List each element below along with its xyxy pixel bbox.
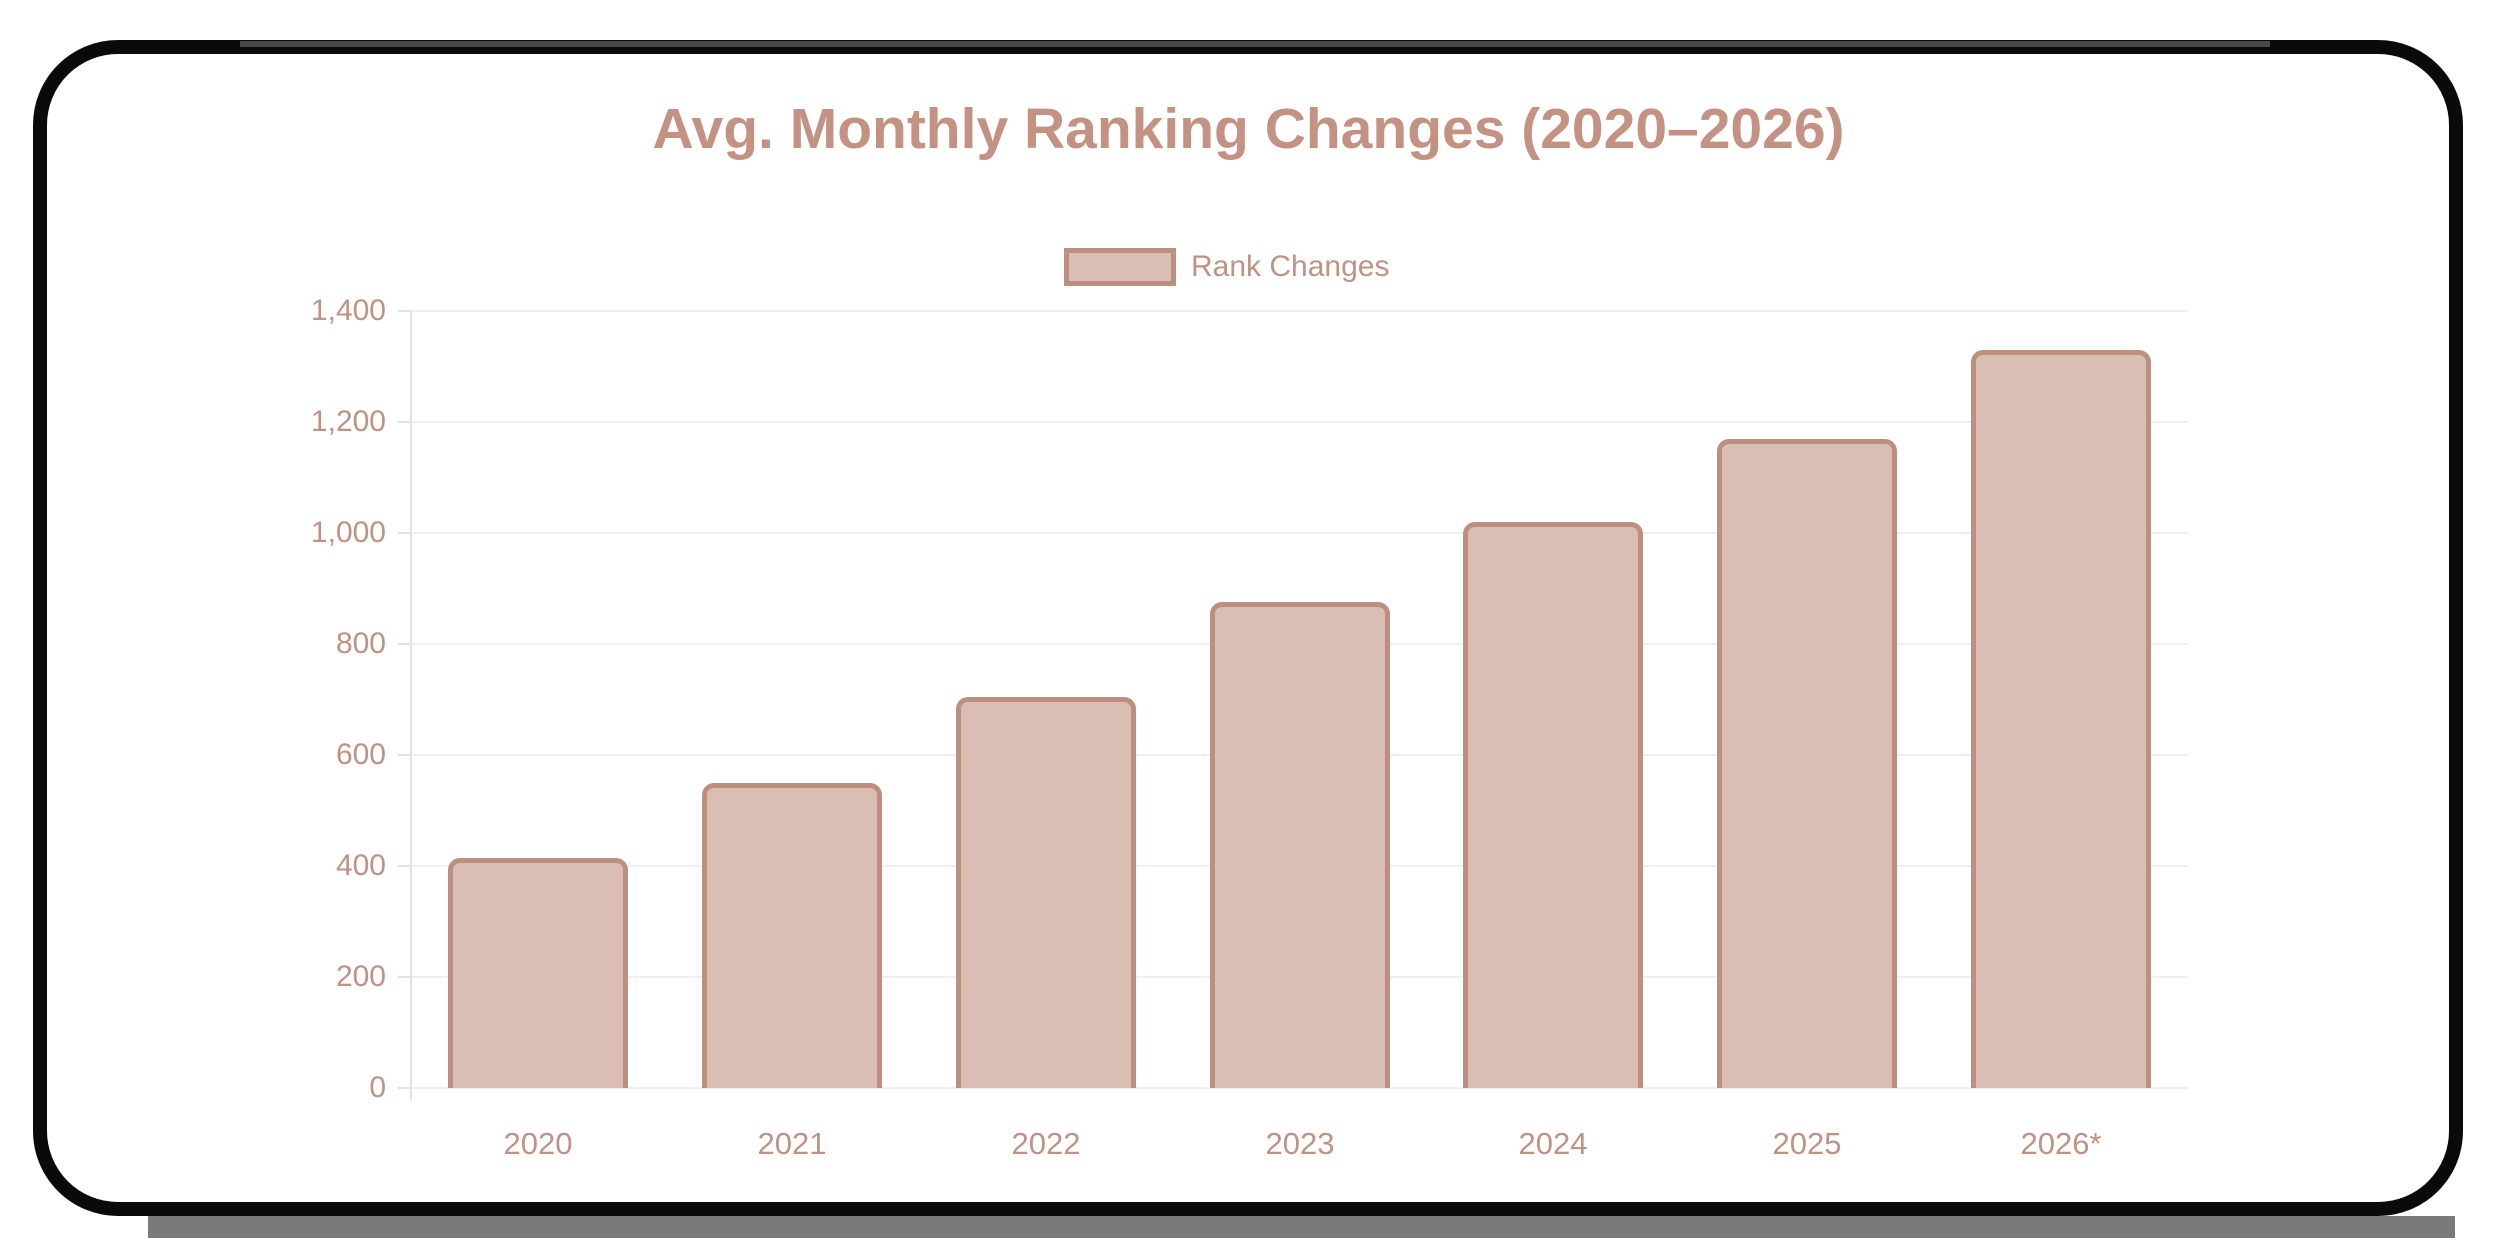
- y-axis-label-600: 600: [335, 738, 386, 771]
- frame-bottom-shadow: [148, 1216, 2455, 1238]
- chart-title: Avg. Monthly Ranking Changes (2020–2026): [652, 97, 1845, 161]
- gridline-1000: [411, 532, 2188, 534]
- y-axis-tick-0: [398, 1087, 411, 1089]
- y-axis-label-1000: 1,000: [310, 516, 386, 549]
- y-axis-label-0: 0: [369, 1071, 386, 1104]
- bar-2026*[interactable]: [1971, 350, 2151, 1088]
- bar-2022[interactable]: [956, 697, 1136, 1088]
- y-axis-label-400: 400: [335, 849, 386, 882]
- y-axis-tick-400: [398, 865, 411, 867]
- x-axis-label-2025: 2025: [1772, 1126, 1842, 1161]
- gridline-1400: [411, 310, 2188, 312]
- y-axis-label-200: 200: [335, 960, 386, 993]
- legend-item-rank-changes[interactable]: Rank Changes: [1064, 248, 1389, 286]
- x-axis-label-2022: 2022: [1011, 1126, 1081, 1161]
- gridline-0: [411, 1087, 2188, 1089]
- legend-swatch-icon: [1064, 248, 1176, 286]
- bar-2024[interactable]: [1463, 522, 1643, 1088]
- y-axis-label-1200: 1,200: [310, 405, 386, 438]
- x-axis-label-2023: 2023: [1265, 1126, 1335, 1161]
- bar-2025[interactable]: [1717, 439, 1897, 1088]
- y-axis-tick-1200: [398, 421, 411, 423]
- x-axis-label-2024: 2024: [1518, 1126, 1588, 1161]
- y-axis-label-1400: 1,400: [310, 294, 386, 327]
- y-axis-tick-600: [398, 754, 411, 756]
- y-axis-label-800: 800: [335, 627, 386, 660]
- x-axis-label-2026*: 2026*: [2020, 1126, 2102, 1161]
- x-axis-label-2020: 2020: [503, 1126, 573, 1161]
- y-axis-tick-1000: [398, 532, 411, 534]
- y-axis-tick-1400: [398, 310, 411, 312]
- bar-2020[interactable]: [448, 858, 628, 1088]
- legend-label: Rank Changes: [1191, 250, 1390, 283]
- bar-2021[interactable]: [702, 783, 882, 1088]
- y-axis-tick-200: [398, 976, 411, 978]
- frame-top-shade: [240, 41, 2270, 47]
- x-axis-label-2021: 2021: [757, 1126, 827, 1161]
- y-axis-line: [410, 311, 412, 1100]
- gridline-1200: [411, 421, 2188, 423]
- bar-2023[interactable]: [1210, 602, 1390, 1088]
- y-axis-tick-800: [398, 643, 411, 645]
